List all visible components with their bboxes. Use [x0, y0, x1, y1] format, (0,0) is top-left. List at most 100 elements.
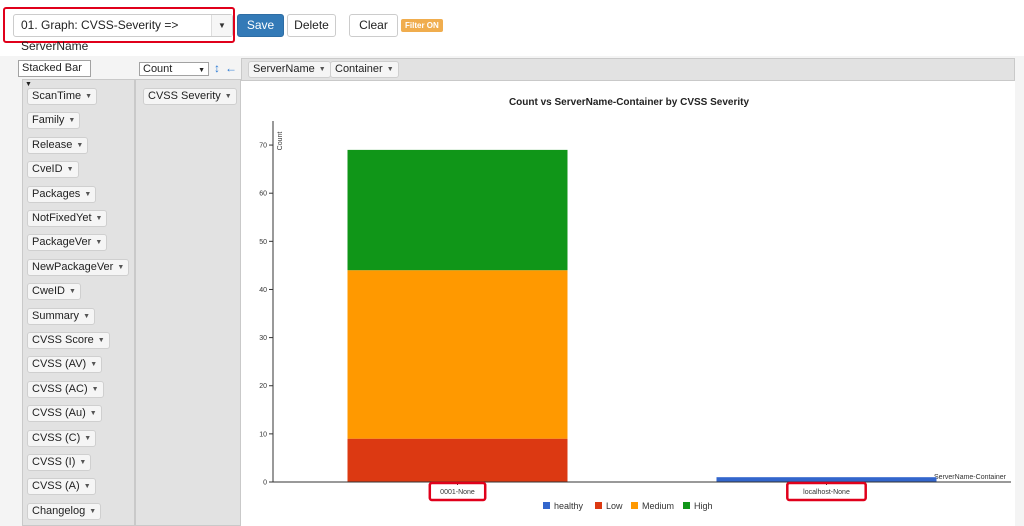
unused-attr-item[interactable]: CVSS (AV) ▼	[27, 356, 103, 374]
col-order-icon[interactable]: ←	[225, 61, 237, 75]
unused-attr-item[interactable]: Summary ▼	[27, 307, 95, 325]
unused-attr-item[interactable]: CVSS (Au) ▼	[27, 405, 102, 423]
col-attr-servername[interactable]: ServerName ▼	[248, 61, 331, 78]
toolbar: 01. Graph: CVSS-Severity => ServerName ▼…	[0, 0, 1024, 56]
attr-label: Container	[335, 63, 383, 75]
chevron-down-icon: ▼	[89, 507, 97, 515]
attr-label: CVSS (Au)	[32, 407, 86, 420]
chevron-down-icon: ▼	[76, 141, 84, 149]
unused-attr-item[interactable]: ScanTime ▼	[27, 88, 98, 105]
legend-swatch	[631, 502, 638, 509]
attr-label: CVSS (C)	[32, 431, 81, 444]
y-tick-label: 50	[259, 239, 267, 246]
aggregator-label: Count	[143, 63, 173, 75]
legend-label: healthy	[554, 501, 584, 511]
y-tick-label: 40	[259, 287, 267, 294]
bar-segment-healthy	[716, 477, 937, 482]
chevron-down-icon: ▼	[386, 66, 394, 73]
view-select-highlight: 01. Graph: CVSS-Severity => ServerName ▼	[3, 7, 235, 53]
x-tick-label: localhost-None	[803, 489, 850, 496]
unused-attr-item[interactable]: Family ▼	[27, 112, 81, 130]
chart-area: Count vs ServerName-Container by CVSS Se…	[241, 81, 1015, 526]
x-label-highlight	[428, 481, 487, 502]
chevron-down-icon: ▼	[97, 337, 105, 344]
attr-label: Summary	[32, 309, 80, 322]
unused-attr-item[interactable]: Packages ▼	[27, 185, 97, 203]
col-attr-container[interactable]: Container ▼	[330, 61, 399, 78]
chevron-down-icon: ▼	[90, 361, 98, 369]
x-axis: 0001-None localhost-None	[273, 481, 1011, 502]
attr-label: CVSS Severity	[148, 90, 221, 102]
saved-view-select[interactable]: 01. Graph: CVSS-Severity => ServerName ▼	[13, 14, 233, 53]
legend-swatch	[595, 502, 602, 509]
filter-status-badge[interactable]: Filter ON	[401, 19, 443, 32]
chevron-down-icon[interactable]: ▼	[211, 15, 232, 36]
attr-label: CVSS (I)	[32, 456, 76, 468]
y-tick-label: 70	[259, 143, 267, 150]
saved-view-label: 01. Graph: CVSS-Severity => ServerName	[21, 18, 179, 53]
y-tick-label: 60	[259, 191, 267, 198]
attr-label: CVSS (AC)	[32, 382, 88, 395]
unused-attr-item[interactable]: Changelog ▼	[27, 502, 102, 520]
chevron-down-icon: ▼	[198, 67, 205, 74]
chevron-down-icon: ▼	[66, 166, 74, 174]
bar-segment-medium	[347, 270, 568, 439]
chevron-down-icon: ▼	[84, 434, 92, 442]
row-order-icon[interactable]: ↕	[214, 61, 220, 75]
stacked-bar-chart: Count vs ServerName-Container by CVSS Se…	[259, 97, 1011, 511]
aggregator-select[interactable]: Count ▼	[139, 62, 209, 76]
save-button[interactable]: Save	[237, 14, 284, 37]
attr-label: CveID	[32, 163, 63, 176]
chevron-down-icon: ▼	[69, 288, 76, 296]
attr-label: Packages	[32, 187, 81, 200]
legend: healthy Low Medium High	[543, 501, 713, 511]
sort-controls: ↕ ←	[214, 61, 242, 75]
legend-label: High	[694, 501, 713, 511]
attr-label: CVSS (A)	[32, 480, 80, 493]
legend-label: Low	[606, 501, 623, 511]
unused-attr-item[interactable]: PackageVer ▼	[27, 234, 108, 252]
attr-label: Family	[32, 114, 65, 127]
y-tick-label: 20	[259, 383, 267, 390]
unused-attr-item[interactable]: NewPackageVer ▼	[27, 258, 130, 276]
attr-label: CVSS Score	[32, 334, 94, 346]
clear-button[interactable]: Clear	[349, 14, 398, 37]
chevron-down-icon: ▼	[84, 190, 92, 198]
chevron-down-icon: ▼	[224, 93, 232, 100]
unused-attr-item[interactable]: Release ▼	[27, 136, 89, 154]
unused-attr-item[interactable]: CVSS Score ▼	[27, 332, 110, 349]
unused-attr-item[interactable]: CVSS (A) ▼	[27, 478, 96, 496]
attr-label: Changelog	[32, 504, 86, 517]
y-tick-label: 0	[263, 480, 267, 487]
bar-segment-low	[347, 438, 568, 482]
chevron-down-icon: ▼	[91, 385, 99, 393]
legend-label: Medium	[642, 501, 674, 511]
unused-attr-item[interactable]: CVSS (C) ▼	[27, 429, 97, 447]
unused-attr-item[interactable]: CVSS (I) ▼	[27, 454, 92, 471]
chevron-down-icon: ▼	[25, 81, 32, 88]
x-label-highlight	[786, 481, 867, 502]
y-axis: 0 10 20 30 40 50 60 70	[259, 121, 274, 487]
chevron-down-icon: ▼	[83, 483, 91, 491]
row-attributes-panel	[135, 79, 241, 526]
unused-attr-item[interactable]: CweID ▼	[27, 283, 81, 301]
x-tick-label: 0001-None	[440, 489, 475, 496]
chevron-down-icon: ▼	[117, 263, 125, 271]
attr-label: NewPackageVer	[32, 260, 114, 273]
delete-button[interactable]: Delete	[287, 14, 336, 37]
bar-segment-high	[347, 149, 568, 271]
attr-label: CVSS (AV)	[32, 358, 87, 371]
attr-label: Release	[32, 138, 73, 151]
row-attr-cvss-severity[interactable]: CVSS Severity ▼	[143, 88, 237, 105]
y-tick-label: 30	[259, 335, 267, 342]
chevron-down-icon: ▼	[79, 459, 87, 466]
chevron-down-icon: ▼	[68, 117, 76, 125]
renderer-select[interactable]: Stacked Bar ▼	[18, 60, 91, 88]
unused-attr-item[interactable]: NotFixedYet ▼	[27, 210, 108, 227]
chart-title: Count vs ServerName-Container by CVSS Se…	[509, 97, 750, 108]
unused-attr-item[interactable]: CVSS (AC) ▼	[27, 380, 104, 398]
unused-attr-item[interactable]: CveID ▼	[27, 161, 79, 179]
attr-label: ScanTime	[32, 90, 82, 102]
legend-swatch	[683, 502, 690, 509]
chevron-down-icon: ▼	[83, 312, 90, 320]
